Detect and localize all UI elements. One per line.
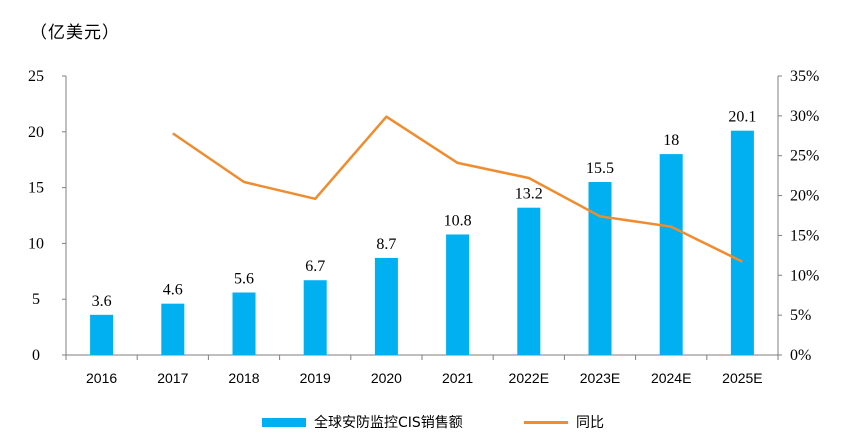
- bar: [161, 304, 184, 355]
- legend-label-sales: 全球安防监控CIS销售额: [314, 412, 463, 432]
- x-tick-label: 2024E: [651, 370, 691, 386]
- x-tick-label: 2016: [86, 370, 117, 386]
- legend-line-swatch: [524, 421, 568, 424]
- right-tick-label: 10%: [790, 267, 819, 284]
- left-tick-label: 0: [32, 347, 40, 364]
- legend-label-yoy: 同比: [576, 412, 604, 432]
- x-tick-label: 2019: [300, 370, 331, 386]
- bar-value-label: 6.7: [305, 258, 325, 275]
- bar-value-label: 5.6: [234, 271, 254, 288]
- x-tick-label: 2021: [442, 370, 473, 386]
- left-tick-label: 20: [28, 124, 44, 141]
- x-tick-label: 2025E: [722, 370, 762, 386]
- legend: 全球安防监控CIS销售额 同比: [0, 412, 865, 436]
- tick-labels: 0 5 10 15 20 25 0% 5% 10% 15% 20% 25% 30% 35% 2016 2017…: [28, 68, 819, 386]
- left-tick-label: 5: [32, 291, 40, 308]
- bar-value-label: 15.5: [586, 160, 614, 177]
- bar: [233, 293, 256, 355]
- bar-labels: 3.6 4.6 5.6 6.7 8.7 10.8 13.2 15.5 18 20.1: [92, 109, 757, 310]
- left-tick-label: 10: [28, 235, 44, 252]
- bars: [90, 131, 754, 355]
- right-tick-label: 30%: [790, 108, 819, 125]
- x-tick-label: 2020: [371, 370, 402, 386]
- x-tick-label: 2022E: [509, 370, 549, 386]
- bar-line-chart: 3.6 4.6 5.6 6.7 8.7 10.8 13.2 15.5 18 20.1 0 5 10 15…: [0, 0, 865, 448]
- bar-value-label: 10.8: [444, 212, 472, 229]
- bar-value-label: 8.7: [376, 236, 396, 253]
- bar: [375, 258, 398, 355]
- legend-item-sales: 全球安防监控CIS销售额: [262, 412, 463, 432]
- left-tick-label: 25: [28, 68, 44, 85]
- right-tick-label: 15%: [790, 227, 819, 244]
- right-tick-label: 25%: [790, 148, 819, 165]
- x-tick-label: 2017: [157, 370, 188, 386]
- bar-value-label: 18: [663, 132, 679, 149]
- bar-value-label: 20.1: [728, 109, 756, 126]
- bar: [446, 234, 469, 355]
- legend-bar-swatch: [262, 418, 306, 427]
- bar-value-label: 13.2: [515, 186, 543, 203]
- right-tick-label: 20%: [790, 188, 819, 205]
- bar: [660, 154, 683, 355]
- left-tick-label: 15: [28, 180, 44, 197]
- legend-item-yoy: 同比: [524, 412, 604, 432]
- bar: [731, 131, 754, 355]
- x-tick-label: 2023E: [580, 370, 620, 386]
- bar-value-label: 3.6: [92, 293, 112, 310]
- bar: [90, 315, 113, 355]
- x-tick-label: 2018: [228, 370, 259, 386]
- bar: [517, 208, 540, 355]
- bar-value-label: 4.6: [163, 282, 183, 299]
- right-tick-label: 35%: [790, 68, 819, 85]
- bar: [304, 280, 327, 355]
- bar: [589, 182, 612, 355]
- right-tick-label: 5%: [790, 307, 811, 324]
- right-tick-label: 0%: [790, 347, 811, 364]
